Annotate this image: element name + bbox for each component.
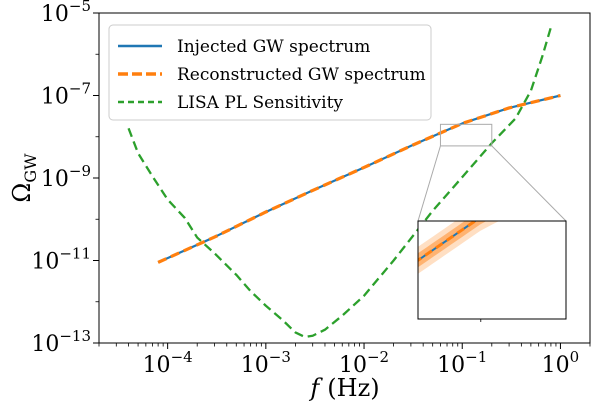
inset-frame: [417, 220, 567, 320]
y-axis-label-subscript: GW: [21, 153, 40, 183]
y-tick-label: 10−5: [41, 0, 91, 27]
inset-series-line-0: [418, 221, 477, 262]
legend-label-0: Injected GW spectrum: [177, 37, 370, 57]
x-tick-label: 10−2: [339, 348, 389, 378]
inset-background: [418, 221, 566, 319]
y-tick-label: 10−9: [41, 162, 91, 192]
inset-uncertainty-band: [418, 221, 499, 274]
series-line-1: [157, 93, 561, 264]
x-axis-label-variable: f: [308, 374, 323, 402]
x-axis-label-unit: (Hz): [327, 374, 379, 402]
y-tick-label: 10−13: [31, 327, 91, 357]
legend-box: [108, 24, 432, 121]
inset-connector-right: [491, 145, 567, 222]
x-tick-label: 100: [542, 348, 580, 378]
x-tick-label: 10−1: [437, 348, 487, 378]
inset-connector-left: [417, 145, 441, 222]
legend-label-1: Reconstructed GW spectrum: [177, 65, 426, 85]
legend-label-2: LISA PL Sensitivity: [177, 93, 343, 113]
y-tick-label: 10−11: [31, 245, 91, 275]
x-axis-label: f (Hz): [308, 374, 379, 402]
inset-zoom-region: [439, 123, 493, 147]
x-tick-label: 10−4: [143, 348, 193, 378]
y-axis-label: ΩGW: [8, 153, 40, 203]
y-tick-label: 10−7: [41, 80, 91, 110]
x-tick-label: 10−3: [241, 348, 291, 378]
inset-uncertainty-band: [418, 221, 487, 268]
